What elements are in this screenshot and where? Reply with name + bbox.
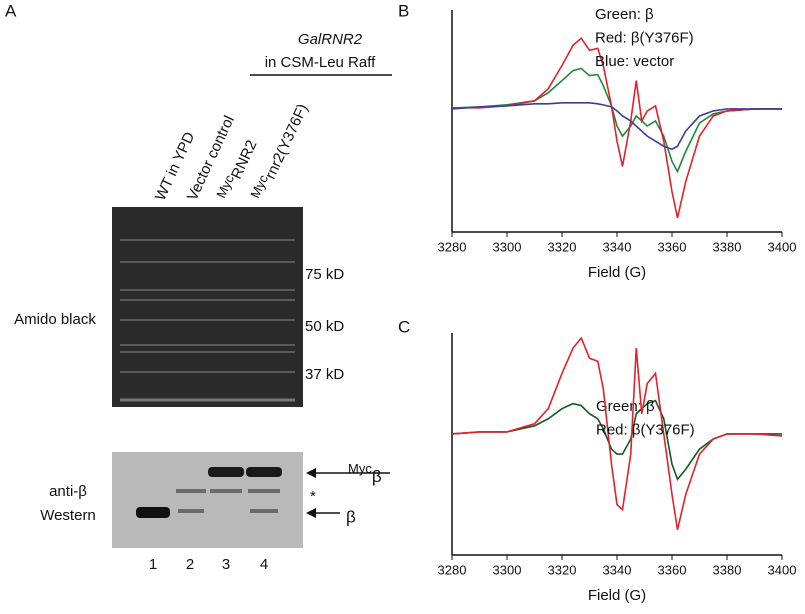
western-label: Western [40, 507, 96, 524]
series-line [451, 336, 783, 530]
lane-number: 3 [222, 556, 230, 573]
header-sub: in CSM-Leu Raff [265, 54, 376, 71]
x-tick-label: 3380 [713, 239, 742, 254]
x-tick-label: 3400 [768, 239, 797, 254]
x-tick-label: 3340 [603, 562, 632, 577]
western-label: anti-β [49, 483, 87, 500]
asterisk: * [310, 488, 316, 505]
marker-label: 50 kD [305, 318, 344, 335]
x-tick-label: 3360 [658, 562, 687, 577]
blot-band [208, 467, 244, 477]
lane-number: 4 [260, 556, 268, 573]
western-blot [112, 452, 303, 548]
x-tick-label: 3380 [713, 562, 742, 577]
arrow-head [306, 468, 316, 478]
x-tick-label: 3360 [658, 239, 687, 254]
arrow-head [306, 508, 316, 518]
x-tick-label: 3320 [548, 239, 577, 254]
band-label: Mycβ [348, 461, 382, 486]
panel-label: B [398, 1, 409, 20]
x-axis-label: Field (G) [588, 587, 646, 604]
x-tick-label: 3300 [493, 562, 522, 577]
x-axis-label: Field (G) [588, 264, 646, 281]
x-tick-label: 3320 [548, 562, 577, 577]
legend-entry: Red: β(Y376F) [596, 421, 695, 438]
amido-gel [112, 207, 303, 407]
x-tick-label: 3400 [768, 562, 797, 577]
blot-band [246, 467, 282, 477]
header: GalRNR2 [298, 31, 363, 48]
band-text: β [372, 467, 382, 486]
legend-entry: Red: β(Y376F) [595, 29, 694, 46]
lane-number: 2 [186, 556, 194, 573]
lane-text: rnr2(Y376F) [262, 101, 312, 181]
series-line [451, 67, 782, 174]
panel-label: A [5, 1, 17, 20]
faint-bands [176, 489, 280, 513]
legend-entry: Blue: vector [595, 53, 674, 70]
superscript: Myc [348, 461, 372, 476]
x-tick-label: 3340 [603, 239, 632, 254]
series-line [451, 102, 782, 151]
marker-label: 37 kD [305, 366, 344, 383]
x-tick-label: 3280 [438, 562, 467, 577]
gel-bands [120, 239, 295, 402]
x-tick-label: 3280 [438, 239, 467, 254]
stain-label: Amido black [14, 311, 96, 328]
band-label: β [346, 507, 356, 526]
panel-label: C [398, 317, 410, 336]
series-line [451, 399, 782, 481]
blot-band [136, 507, 170, 518]
lane-number: 1 [149, 556, 157, 573]
legend-entry: Green: β [595, 6, 654, 23]
x-tick-label: 3300 [493, 239, 522, 254]
marker-label: 75 kD [305, 266, 344, 283]
series-line [452, 37, 782, 219]
